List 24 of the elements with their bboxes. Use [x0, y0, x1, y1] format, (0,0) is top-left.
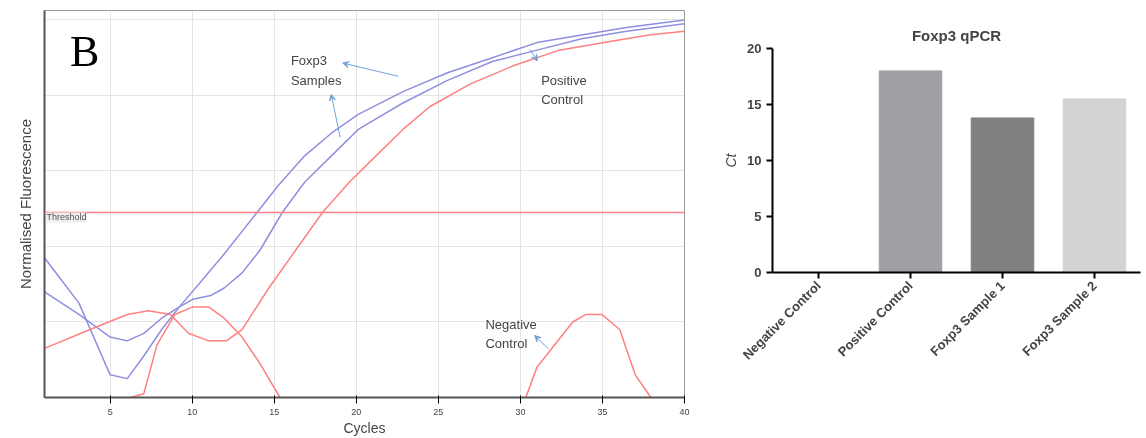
y-tick-label: 0	[754, 265, 762, 280]
chart-title: Foxp3 qPCR	[911, 26, 1002, 44]
x-tick-label: 35	[597, 406, 608, 417]
x-tick-label: 15	[269, 406, 280, 417]
y-tick-label: 15	[747, 97, 762, 112]
ref-line-label: Threshold	[46, 212, 87, 223]
x-tick-label: 10	[187, 406, 198, 417]
bar	[1062, 98, 1127, 273]
x-tick-label: 30	[515, 406, 526, 417]
annotation: B	[70, 27, 100, 77]
annotation: Foxp3 Samples	[290, 53, 342, 88]
bar	[878, 70, 943, 273]
x-axis-title: Cycles	[343, 419, 386, 436]
y-tick-label: 10	[747, 153, 762, 168]
y-axis-title: Ct	[723, 152, 740, 168]
y-tick-label: 5	[754, 209, 762, 224]
x-tick-label: 5	[107, 406, 113, 417]
x-tick-label: 20	[351, 406, 362, 417]
bar	[970, 117, 1035, 273]
y-axis-title: Normalised Fluorescence	[16, 118, 34, 290]
annotation: Positive Control	[541, 72, 587, 108]
x-tick-label: 40	[679, 406, 690, 417]
y-tick-label: 20	[747, 41, 762, 56]
x-tick-label: 25	[433, 406, 444, 417]
